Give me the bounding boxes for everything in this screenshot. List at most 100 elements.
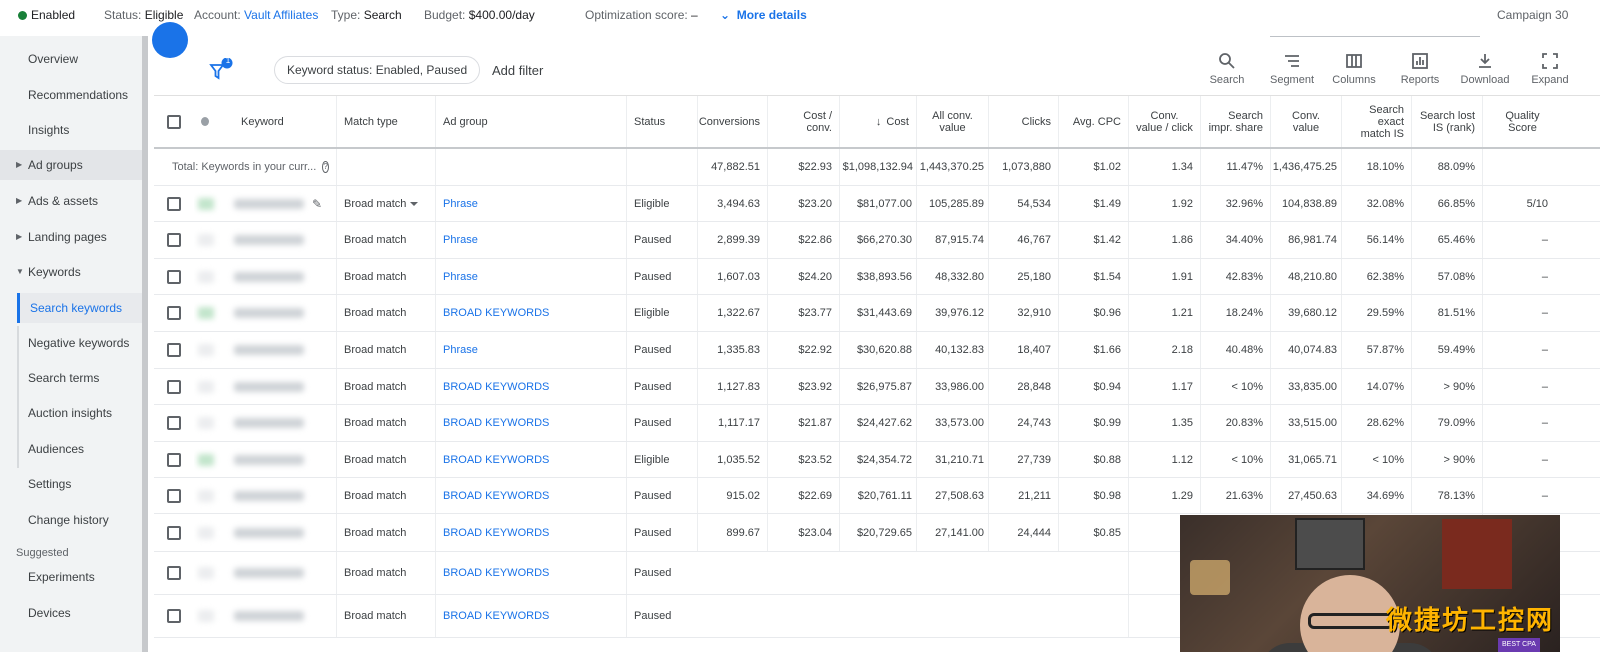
row-checkbox[interactable] bbox=[154, 259, 194, 294]
table-row[interactable]: Broad match BROAD KEYWORDS Eligible 1,322.6… bbox=[154, 295, 1600, 332]
nav-recommendations[interactable]: Recommendations bbox=[28, 88, 129, 102]
table-row[interactable]: Broad match Phrase Paused 1,335.83 $22.92 $30… bbox=[154, 332, 1600, 369]
table-row[interactable]: Broad match BROAD KEYWORDS Paused 915.02 $22… bbox=[154, 478, 1600, 514]
header-search-exact-match-is[interactable]: Search exact match IS bbox=[1341, 96, 1411, 147]
help-icon[interactable]: ? bbox=[322, 161, 329, 173]
nav-devices[interactable]: Devices bbox=[28, 606, 71, 620]
row-ad-group-link[interactable]: Phrase bbox=[435, 259, 626, 294]
header-cost[interactable]: ↓ Cost bbox=[839, 96, 916, 147]
row-cost: $24,354.72 bbox=[839, 442, 916, 477]
filter-icon[interactable]: 1 bbox=[208, 56, 233, 82]
nav-negative-keywords[interactable]: Negative keywords bbox=[28, 336, 130, 350]
row-checkbox[interactable] bbox=[154, 295, 194, 331]
table-row[interactable]: Broad match BROAD KEYWORDS Paused 1,117.17 $… bbox=[154, 405, 1600, 442]
header-all-conv-value[interactable]: All conv. value bbox=[916, 96, 988, 147]
columns-tool-button[interactable]: Columns bbox=[1322, 52, 1386, 86]
table-row[interactable]: Broad match BROAD KEYWORDS Eligible 1,035.5… bbox=[154, 442, 1600, 478]
header-status[interactable]: Status bbox=[626, 96, 697, 147]
row-keyword[interactable] bbox=[194, 222, 336, 258]
header-avg-cpc[interactable]: Avg. CPC bbox=[1058, 96, 1128, 147]
search-tool-button[interactable]: Search bbox=[1195, 52, 1259, 86]
nav-overview[interactable]: Overview bbox=[28, 52, 79, 66]
nav-auction-insights[interactable]: Auction insights bbox=[28, 406, 113, 420]
row-checkbox[interactable] bbox=[154, 595, 194, 637]
header-ad-group[interactable]: Ad group bbox=[435, 96, 626, 147]
row-keyword[interactable] bbox=[194, 552, 336, 594]
row-checkbox[interactable] bbox=[154, 332, 194, 368]
enabled-status[interactable]: Enabled bbox=[18, 8, 75, 22]
expand-tool-button[interactable]: Expand bbox=[1518, 52, 1582, 86]
table-row[interactable]: Broad match BROAD KEYWORDS Paused 1,127.83 $… bbox=[154, 369, 1600, 405]
row-keyword[interactable] bbox=[194, 442, 336, 477]
status-column-header[interactable] bbox=[194, 96, 216, 147]
row-match-type[interactable]: Broad match bbox=[336, 186, 435, 221]
row-keyword[interactable] bbox=[194, 514, 336, 551]
account-link[interactable]: Vault Affiliates bbox=[244, 8, 319, 22]
download-tool-button[interactable]: Download bbox=[1453, 52, 1517, 86]
row-checkbox[interactable] bbox=[154, 552, 194, 594]
nav-keywords[interactable]: ▼ Keywords bbox=[0, 257, 142, 287]
edit-pencil-icon[interactable]: ✎ bbox=[312, 196, 323, 211]
row-keyword[interactable] bbox=[194, 259, 336, 294]
nav-ads-assets[interactable]: ▶ Ads & assets bbox=[0, 186, 142, 216]
row-keyword[interactable] bbox=[194, 595, 336, 637]
keyword-status-filter-chip[interactable]: Keyword status: Enabled, Paused bbox=[274, 56, 481, 84]
add-fab-button[interactable] bbox=[152, 22, 188, 58]
sidebar-scrollbar[interactable] bbox=[142, 36, 148, 652]
row-ad-group-link[interactable]: BROAD KEYWORDS bbox=[435, 478, 626, 513]
row-ad-group-link[interactable]: Phrase bbox=[435, 186, 626, 221]
more-details-button[interactable]: ⌄ More details bbox=[720, 8, 807, 22]
row-keyword[interactable] bbox=[194, 295, 336, 331]
row-keyword[interactable] bbox=[194, 478, 336, 513]
header-search-impr-share[interactable]: Search impr. share bbox=[1200, 96, 1270, 147]
row-checkbox[interactable] bbox=[154, 442, 194, 477]
header-conversions[interactable]: Conversions bbox=[697, 96, 767, 147]
nav-experiments[interactable]: Experiments bbox=[28, 570, 95, 584]
row-checkbox[interactable] bbox=[154, 186, 194, 221]
header-clicks[interactable]: Clicks bbox=[988, 96, 1058, 147]
row-checkbox[interactable] bbox=[154, 369, 194, 404]
row-checkbox[interactable] bbox=[154, 478, 194, 513]
row-keyword[interactable] bbox=[194, 405, 336, 441]
nav-insights[interactable]: Insights bbox=[28, 123, 70, 137]
row-checkbox[interactable] bbox=[154, 405, 194, 441]
row-ad-group-link[interactable]: BROAD KEYWORDS bbox=[435, 369, 626, 404]
add-filter-button[interactable]: Add filter bbox=[492, 63, 544, 78]
header-conv-value-click[interactable]: Conv. value / click bbox=[1128, 96, 1200, 147]
header-keyword[interactable]: Keyword bbox=[241, 115, 284, 128]
row-keyword[interactable] bbox=[194, 369, 336, 404]
table-row[interactable]: ✎ Broad match Phrase Eligible 3,494.63 $23.20… bbox=[154, 186, 1600, 222]
header-cost-conv[interactable]: Cost / conv. bbox=[767, 96, 839, 147]
row-checkbox[interactable] bbox=[154, 514, 194, 551]
nav-landing-pages[interactable]: ▶ Landing pages bbox=[0, 222, 142, 252]
header-search-lost-is-rank[interactable]: Search lost IS (rank) bbox=[1411, 96, 1482, 147]
row-ad-group-link[interactable]: BROAD KEYWORDS bbox=[435, 552, 626, 594]
header-conv-value[interactable]: Conv. value bbox=[1270, 96, 1341, 147]
row-ad-group-link[interactable]: BROAD KEYWORDS bbox=[435, 514, 626, 551]
nav-ad-groups[interactable]: ▶ Ad groups bbox=[0, 150, 142, 180]
row-ad-group-link[interactable]: BROAD KEYWORDS bbox=[435, 442, 626, 477]
table-row[interactable]: Broad match Phrase Paused 1,607.03 $24.20 $38… bbox=[154, 259, 1600, 295]
row-keyword[interactable] bbox=[194, 332, 336, 368]
nav-settings[interactable]: Settings bbox=[28, 477, 72, 491]
row-keyword[interactable]: ✎ bbox=[194, 186, 336, 221]
reports-tool-button[interactable]: Reports bbox=[1388, 52, 1452, 86]
row-ad-group-link[interactable]: BROAD KEYWORDS bbox=[435, 295, 626, 331]
select-all-checkbox[interactable] bbox=[154, 96, 194, 147]
nav-search-keywords[interactable]: Search keywords bbox=[17, 293, 142, 323]
segment-tool-button[interactable]: Segment bbox=[1260, 52, 1324, 86]
row-checkbox[interactable] bbox=[154, 222, 194, 258]
nav-audiences[interactable]: Audiences bbox=[28, 442, 85, 456]
row-ad-group-link[interactable]: BROAD KEYWORDS bbox=[435, 405, 626, 441]
nav-search-terms[interactable]: Search terms bbox=[28, 371, 100, 385]
header-quality-score[interactable]: Quality Score bbox=[1482, 96, 1562, 147]
row-all-conv-value: 40,132.83 bbox=[916, 332, 988, 368]
header-match-type[interactable]: Match type bbox=[336, 96, 435, 147]
row-ad-group-link[interactable]: Phrase bbox=[435, 332, 626, 368]
nav-change-history[interactable]: Change history bbox=[28, 513, 109, 527]
table-row[interactable]: Broad match Phrase Paused 2,899.39 $22.86 $66… bbox=[154, 222, 1600, 259]
row-ad-group-link[interactable]: Phrase bbox=[435, 222, 626, 258]
row-ad-group-link[interactable]: BROAD KEYWORDS bbox=[435, 595, 626, 637]
